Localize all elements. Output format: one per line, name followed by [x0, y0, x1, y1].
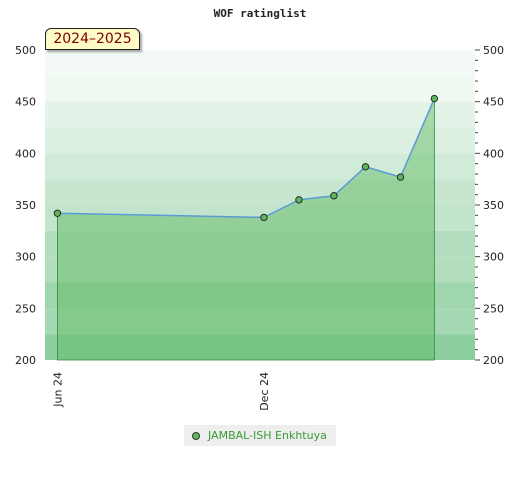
background-band: [45, 334, 475, 360]
y-tick-label-right: 250: [483, 302, 504, 315]
y-tick-label-left: 300: [15, 251, 36, 264]
background-band: [45, 75, 475, 102]
background-band: [45, 101, 475, 128]
y-tick-label-right: 450: [483, 96, 504, 109]
data-points: [53, 94, 439, 222]
y-tick-label-right: 300: [483, 251, 504, 264]
y-tick-label-right: 500: [483, 44, 504, 57]
y-tick-label-left: 450: [15, 96, 36, 109]
background-band: [45, 50, 475, 76]
data-point: [430, 94, 439, 103]
season-label: 2024–2025: [45, 28, 140, 50]
chart-title: WOF ratinglist: [214, 7, 307, 20]
x-tick-label: Dec 24: [258, 372, 271, 411]
data-point: [260, 213, 268, 222]
left-y-axis: 200 250 300 350 400 450 500: [15, 44, 36, 367]
data-point: [396, 173, 405, 181]
x-axis: Jun 24 Dec 24: [51, 372, 271, 411]
legend[interactable]: JAMBAL-ISH Enkhtuya: [184, 425, 336, 446]
y-tick-label-left: 350: [15, 199, 36, 212]
legend-marker-icon: [192, 431, 200, 440]
legend-entry: JAMBAL-ISH Enkhtuya: [208, 429, 327, 442]
y-tick-label-right: 350: [483, 199, 504, 212]
data-point: [53, 209, 62, 217]
background-band: [45, 179, 475, 205]
y-tick-label-left: 250: [15, 302, 36, 315]
data-point: [361, 163, 370, 171]
x-tick-label: Jun 24: [51, 372, 64, 408]
background-band: [45, 308, 475, 335]
background-band: [45, 230, 475, 257]
y-tick-label-left: 200: [15, 354, 36, 367]
data-point: [330, 192, 338, 200]
y-tick-label-left: 400: [15, 147, 36, 160]
background-band: [45, 282, 475, 309]
y-tick-label-left: 500: [15, 44, 36, 57]
background-band: [45, 256, 475, 283]
background-bands: [45, 50, 475, 360]
y-tick-label-right: 200: [483, 354, 504, 367]
right-y-axis: 200 250 300 350 400 450 500: [475, 44, 504, 367]
background-band: [45, 127, 475, 154]
data-point: [295, 196, 303, 204]
y-tick-label-right: 400: [483, 147, 504, 160]
